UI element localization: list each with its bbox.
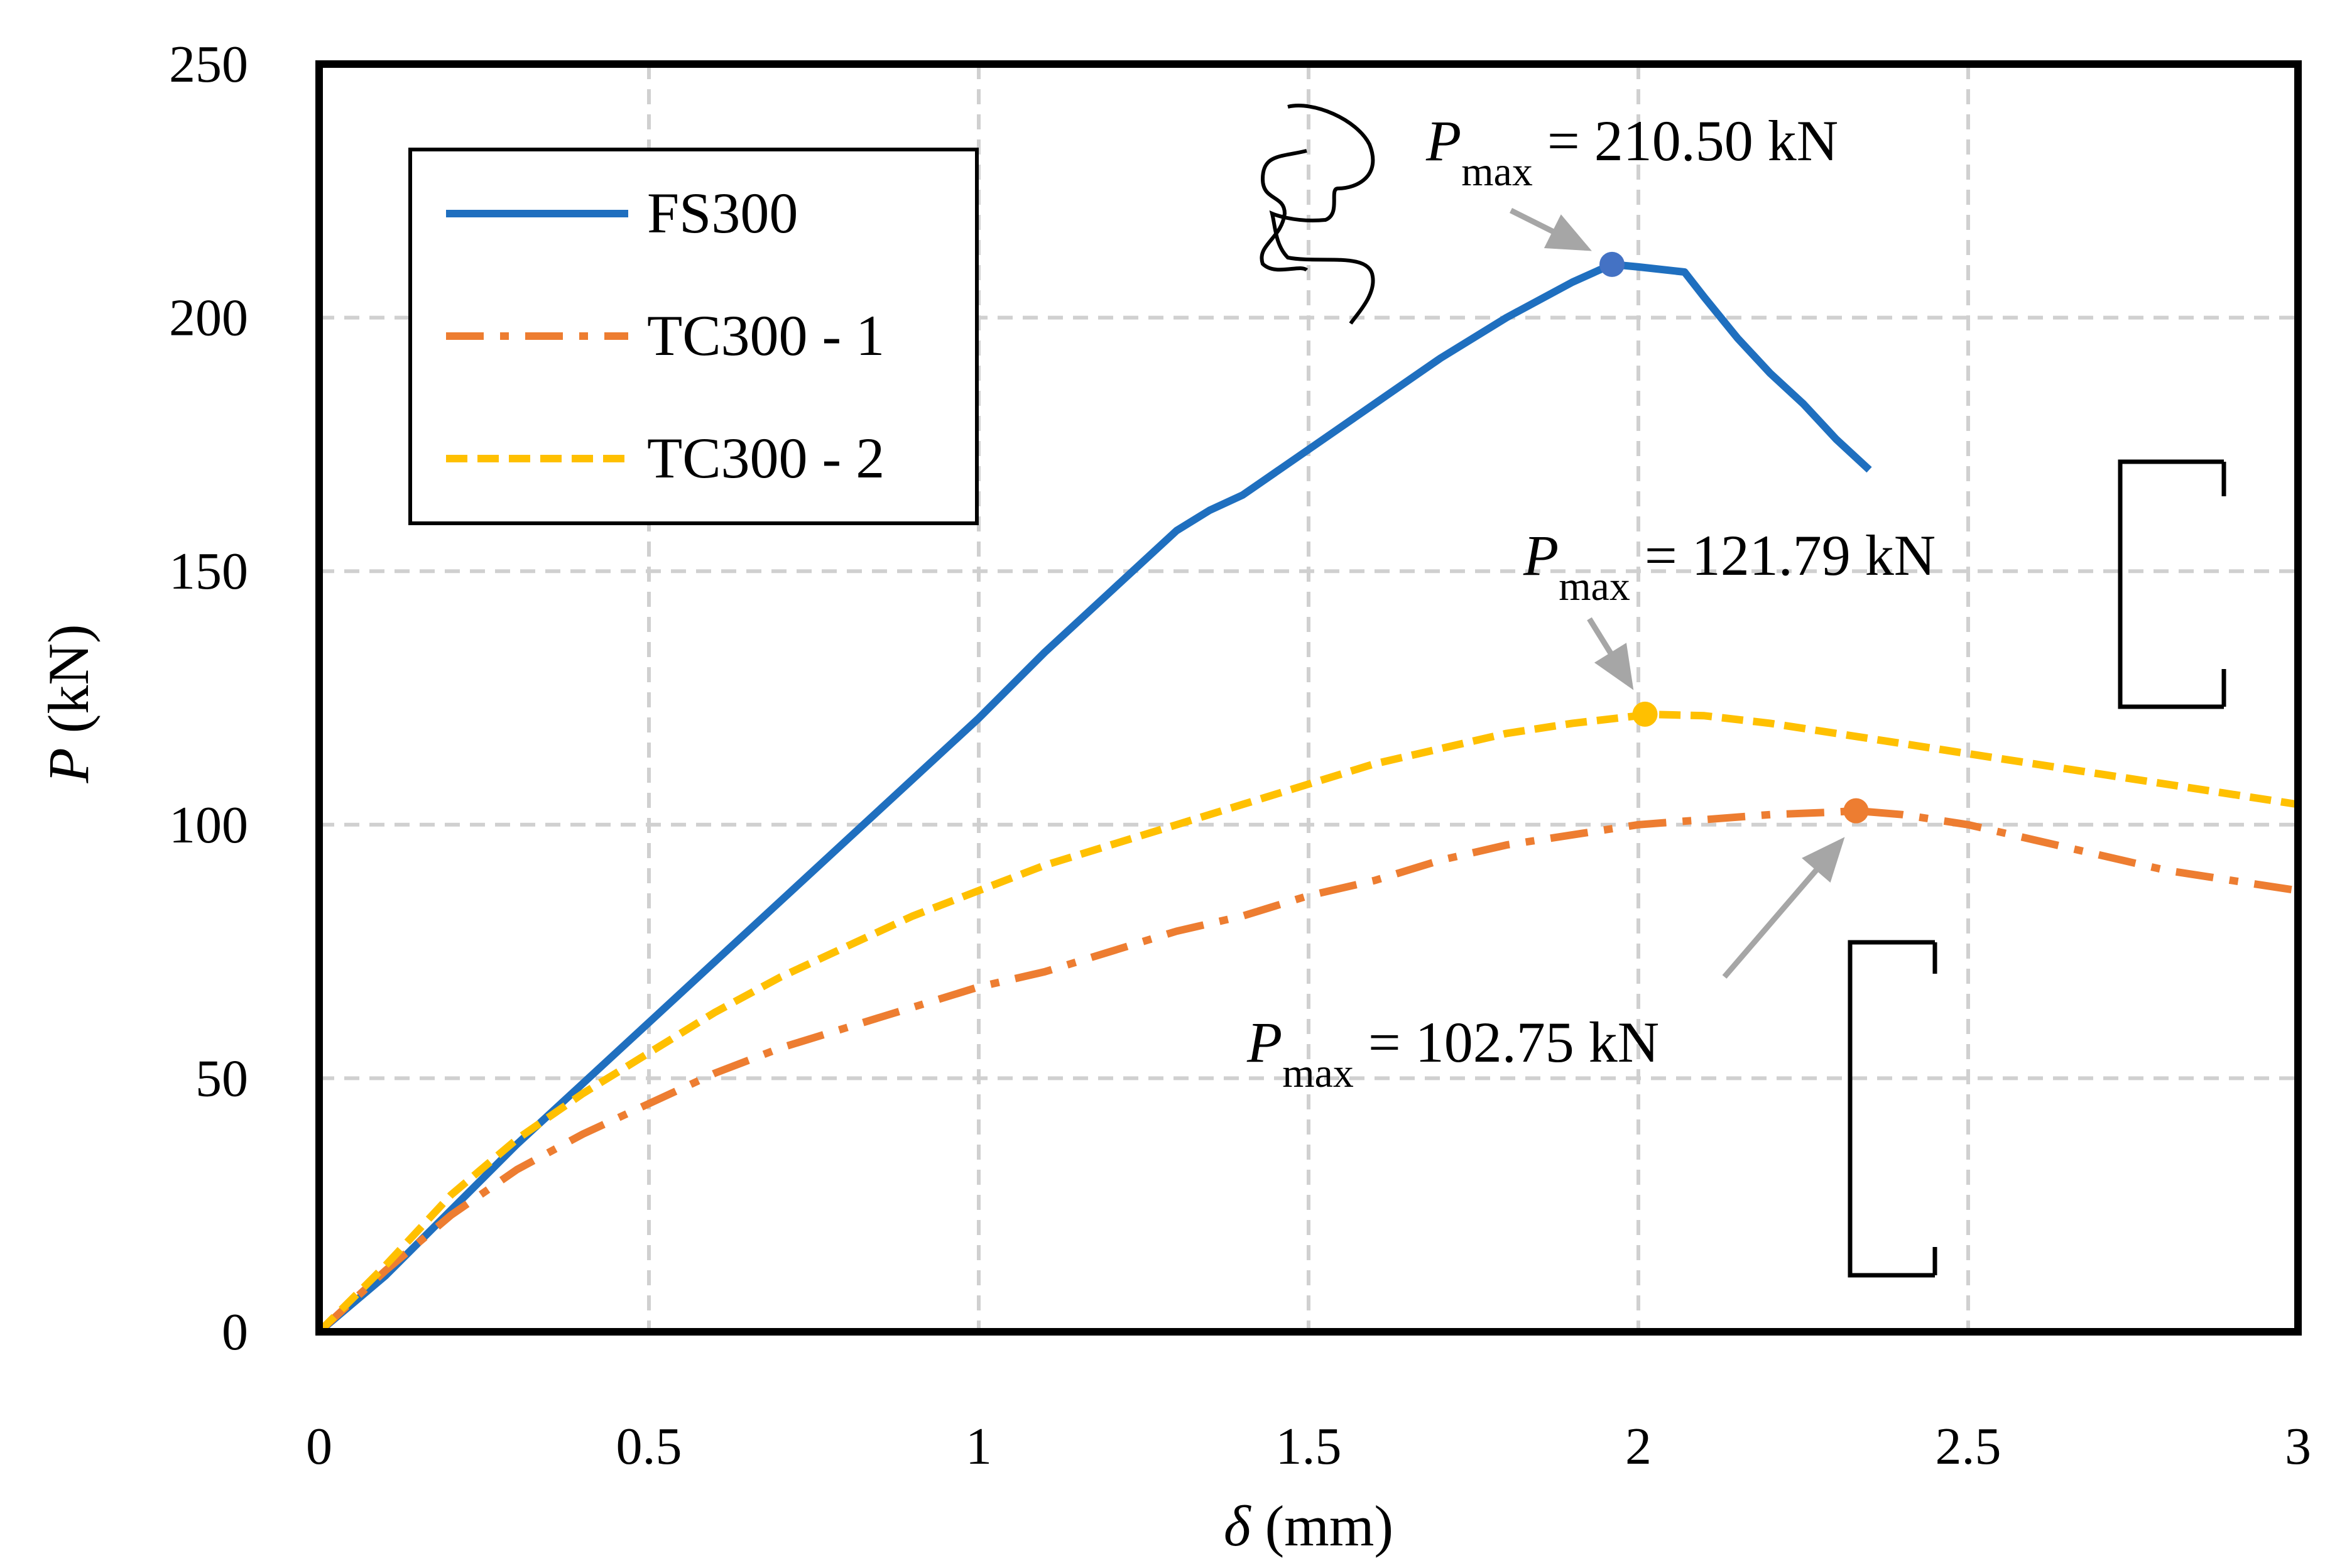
x-tick-label: 1.5 — [1276, 1417, 1342, 1476]
peak-marker — [1599, 251, 1625, 277]
flat-section-icon-left — [1260, 149, 1309, 272]
y-tick-label: 0 — [222, 1303, 248, 1361]
ticks: 0 0.5 1 1.5 2 2.5 3 0 50 100 150 200 250 — [169, 35, 2311, 1476]
plot-frame — [315, 60, 2302, 1336]
legend: FS300 TC300 - 1 TC300 - 2 — [408, 148, 979, 525]
x-tick-label: 3 — [2285, 1417, 2311, 1476]
annotation-label: Pmax = 210.50 kN — [1425, 109, 1838, 195]
annotation-arrowhead — [1544, 214, 1592, 251]
annotation-label: Pmax = 121.79 kN — [1523, 523, 1936, 609]
series-layer — [316, 260, 2299, 1335]
flat-section-icon — [1269, 104, 1375, 325]
x-tick-label: 0.5 — [616, 1417, 682, 1476]
channel-section-icon-right — [2118, 459, 2226, 709]
x-tick-label: 0 — [306, 1417, 332, 1476]
peak-marker — [1632, 701, 1658, 727]
x-axis-title: δ (mm) — [1224, 1494, 1393, 1558]
y-tick-label: 150 — [169, 542, 248, 601]
y-tick-label: 50 — [195, 1049, 248, 1108]
x-tick-label: 1 — [966, 1417, 992, 1476]
y-tick-label: 100 — [169, 796, 248, 854]
y-tick-label: 250 — [169, 35, 248, 94]
y-axis-title: P (kN) — [36, 624, 101, 784]
x-tick-label: 2 — [1625, 1417, 1652, 1476]
legend-label-fs300: FS300 — [647, 181, 798, 245]
annotation-label: Pmax = 102.75 kN — [1246, 1010, 1659, 1096]
annotation-arrowhead — [1802, 837, 1845, 883]
series-line-tc300-1 — [316, 807, 2299, 1335]
peak-marker — [1843, 798, 1869, 824]
x-tick-label: 2.5 — [1936, 1417, 2001, 1476]
legend-label-tc300-2: TC300 - 2 — [647, 426, 885, 490]
annotations: Pmax = 210.50 kN Pmax = 121.79 kN Pmax = 1… — [1246, 109, 1936, 1096]
legend-label-tc300-1: TC300 - 1 — [647, 303, 885, 368]
annotation-arrowhead — [1594, 643, 1634, 690]
series-line-tc300-2 — [316, 710, 2299, 1335]
y-tick-label: 200 — [169, 289, 248, 347]
series-line-fs300 — [317, 260, 1872, 1335]
channel-section-icon-lower — [1848, 940, 1937, 1278]
